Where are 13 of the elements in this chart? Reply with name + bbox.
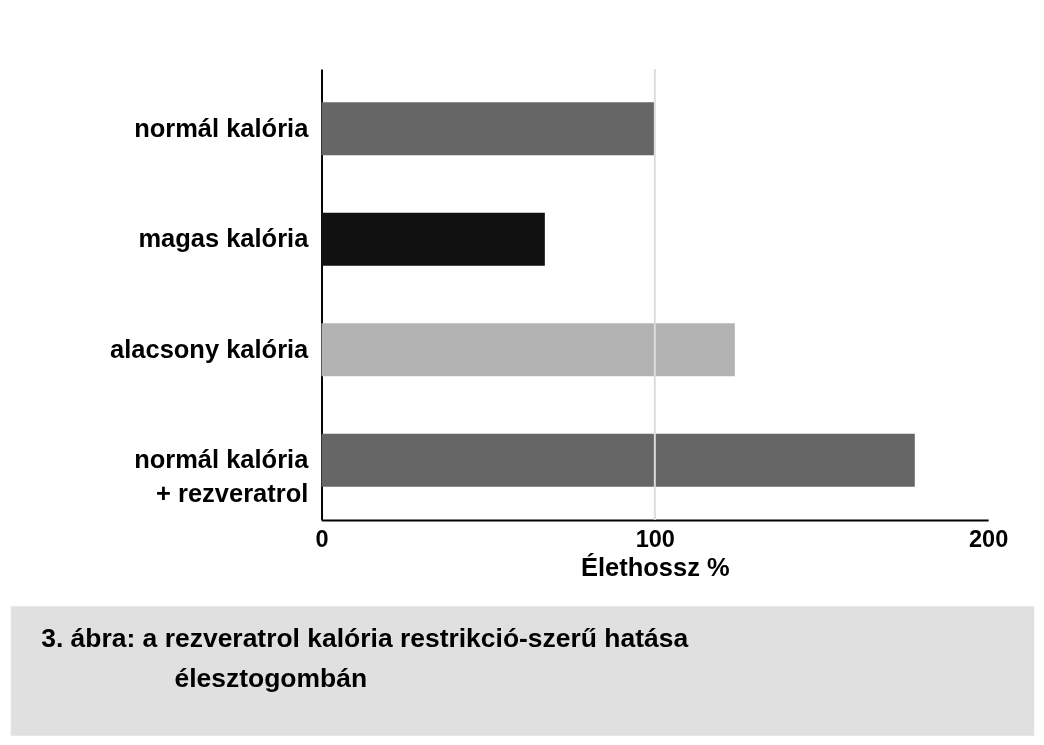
bar (321, 433, 915, 487)
x-axis-title: Élethossz % (581, 553, 730, 582)
y-tick-label: alacsony kalória (110, 334, 310, 363)
y-tick-label: normál kalória + rezveratrol (134, 445, 310, 507)
x-tick-label: 200 (968, 525, 1009, 552)
bar (321, 323, 735, 377)
y-tick-label: normál kalória (134, 113, 310, 142)
bar (321, 102, 655, 156)
x-tick-label: 100 (635, 525, 675, 552)
x-tick-label: 0 (315, 525, 329, 552)
text: 3. ábra: a rezveratrol kalória restrikció-szerű hatása élesztogombán (41, 623, 689, 693)
bar (321, 212, 545, 266)
y-tick-label: magas kalória (138, 224, 310, 253)
